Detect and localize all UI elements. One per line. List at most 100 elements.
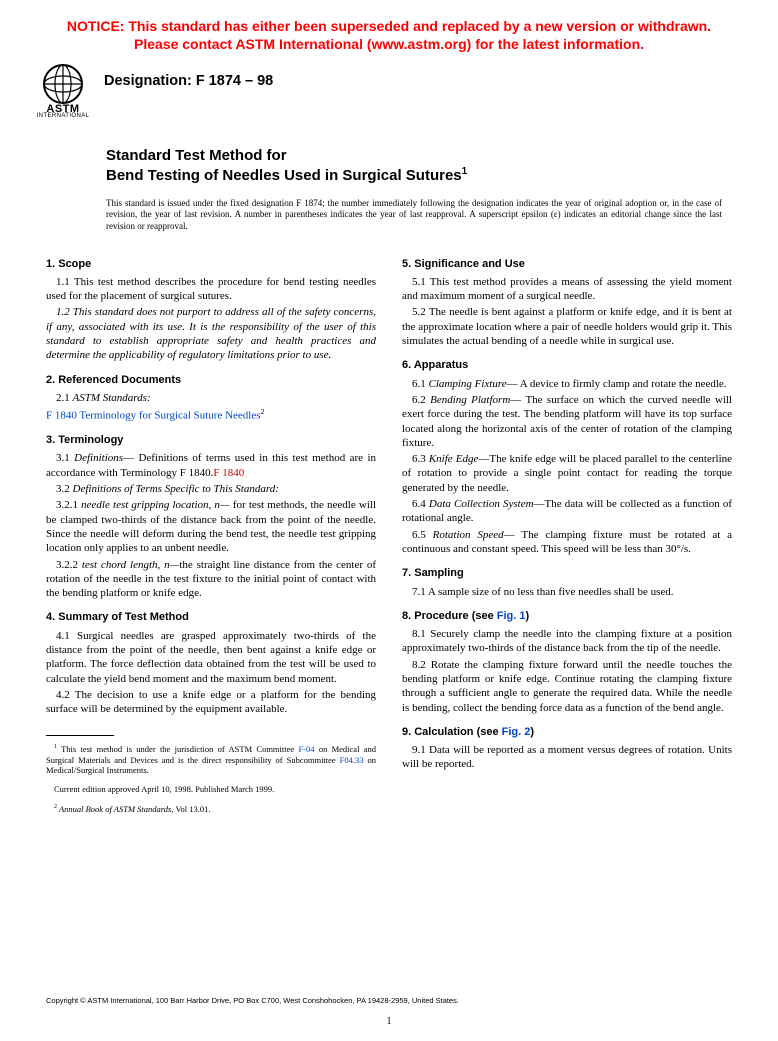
para-1-2: 1.2 This standard does not purport to ad… [46,305,376,362]
link-fig-1[interactable]: Fig. 1 [497,610,526,622]
para-3-2-2: 3.2.2 test chord length, n—the straight … [46,558,376,601]
heading-calc-plain: 9. Calculation (see [402,726,502,738]
globe-icon [42,63,84,105]
para-6-3: 6.3 Knife Edge—The knife edge will be pl… [402,452,732,495]
p62-lead: 6.2 [412,394,430,406]
link-f1840-desc[interactable]: Terminology for Surgical Suture Needles [77,410,261,422]
heading-summary: 4. Summary of Test Method [46,610,376,624]
para-4-2: 4.2 The decision to use a knife edge or … [46,688,376,717]
heading-procedure: 8. Procedure (see Fig. 1) [402,609,732,623]
section-referenced-documents: 2. Referenced Documents 2.1 ASTM Standar… [46,373,376,424]
para-8-1: 8.1 Securely clamp the needle into the c… [402,627,732,656]
para-6-1: 6.1 Clamping Fixture— A device to firmly… [402,377,732,391]
para-2-1-label: 2.1 [56,392,73,404]
fn2-rest: , Vol 13.01. [171,804,210,814]
para-3-2-1: 3.2.1 needle test gripping location, n— … [46,498,376,555]
p61-rest: — A device to firmly clamp and rotate th… [507,378,727,390]
para-2-1-ital: ASTM Standards: [73,392,151,404]
heading-significance: 5. Significance and Use [402,257,732,271]
heading-scope: 1. Scope [46,257,376,271]
para-6-2: 6.2 Bending Platform— The surface on whi… [402,393,732,450]
fn2-ital: Annual Book of ASTM Standards [57,804,171,814]
body-columns: 1. Scope 1.1 This test method describes … [46,257,732,815]
heading-ref-docs: 2. Referenced Documents [46,373,376,387]
heading-terminology: 3. Terminology [46,433,376,447]
para-4-1: 4.1 Surgical needles are grasped approxi… [46,629,376,686]
para-3-2-1-ital: needle test gripping location [81,499,208,511]
footnote-rule [46,735,114,736]
supersession-notice: NOTICE: This standard has either been su… [46,18,732,53]
page-number: 1 [0,1016,778,1027]
para-3-2-lead: 3.2 [56,483,73,495]
para-8-2: 8.2 Rotate the clamping fixture forward … [402,658,732,715]
footnote-block: 1 This test method is under the jurisdic… [46,735,376,815]
footnote-1-line2: Current edition approved April 10, 1998.… [46,784,376,795]
p64-lead: 6.4 [412,498,429,510]
section-terminology: 3. Terminology 3.1 Definitions— Definiti… [46,433,376,600]
para-6-5: 6.5 Rotation Speed— The clamping fixture… [402,528,732,557]
footnote-1: 1 This test method is under the jurisdic… [46,744,376,776]
section-apparatus: 6. Apparatus 6.1 Clamping Fixture— A dev… [402,358,732,556]
heading-calculation: 9. Calculation (see Fig. 2) [402,725,732,739]
document-page: NOTICE: This standard has either been su… [0,0,778,1041]
title-block: Standard Test Method for Bend Testing of… [106,147,722,233]
title-footnote-marker: 1 [462,166,468,177]
para-7-1: 7.1 A sample size of no less than five n… [402,585,732,599]
ref-link-line: F 1840 Terminology for Surgical Suture N… [46,407,376,423]
para-3-2-2-ital: test chord length [82,559,158,571]
notice-line-1: NOTICE: This standard has either been su… [67,18,711,34]
p63-ital: Knife Edge [429,453,479,465]
title-main: Bend Testing of Needles Used in Surgical… [106,166,722,186]
heading-proc-close: ) [526,610,530,622]
designation-label: Designation: F 1874 – 98 [104,73,273,89]
footnote-2: 2 Annual Book of ASTM Standards, Vol 13.… [46,804,376,815]
para-3-2-ital: Definitions of Terms Specific to This St… [73,483,279,495]
para-3-1: 3.1 Definitions— Definitions of terms us… [46,451,376,480]
para-3-2: 3.2 Definitions of Terms Specific to Thi… [46,482,376,496]
link-subcommittee-f0433[interactable]: F04.33 [340,755,364,765]
link-f1840[interactable]: F 1840 [46,410,77,422]
para-2-1: 2.1 ASTM Standards: [46,391,376,405]
para-3-1-ital: Definitions [74,452,123,464]
logo-sub-text: INTERNATIONAL [34,113,92,119]
section-significance: 5. Significance and Use 5.1 This test me… [402,257,732,349]
para-3-2-2-lead: 3.2.2 [56,559,82,571]
p61-ital: Clamping Fixture [429,378,507,390]
heading-apparatus: 6. Apparatus [402,358,732,372]
para-5-2: 5.2 The needle is bent against a platfor… [402,305,732,348]
p63-lead: 6.3 [412,453,429,465]
para-6-4: 6.4 Data Collection System—The data will… [402,497,732,526]
link-committee-f04[interactable]: F-04 [298,744,314,754]
ref-fn-marker: 2 [261,407,265,416]
header-row: ASTM INTERNATIONAL Designation: F 1874 –… [34,63,732,119]
para-3-2-1-n: , n— [209,499,230,511]
para-9-1: 9.1 Data will be reported as a moment ve… [402,743,732,772]
section-procedure: 8. Procedure (see Fig. 1) 8.1 Securely c… [402,609,732,715]
para-3-2-1-lead: 3.2.1 [56,499,81,511]
p61-lead: 6.1 [412,378,429,390]
p65-lead: 6.5 [412,529,433,541]
red-link-f1840[interactable]: F 1840 [213,467,244,479]
para-5-1: 5.1 This test method provides a means of… [402,275,732,304]
para-3-2-2-n: , n— [158,559,180,571]
section-sampling: 7. Sampling 7.1 A sample size of no less… [402,566,732,599]
link-fig-2[interactable]: Fig. 2 [502,726,531,738]
title-main-text: Bend Testing of Needles Used in Surgical… [106,167,462,184]
p62-ital: Bending Platform [430,394,510,406]
copyright-line: Copyright © ASTM International, 100 Barr… [46,996,732,1005]
fn1-p1: This test method is under the jurisdicti… [57,744,299,754]
p64-ital: Data Collection System [429,498,534,510]
astm-logo: ASTM INTERNATIONAL [34,63,92,119]
para-3-1-lead: 3.1 [56,452,74,464]
heading-sampling: 7. Sampling [402,566,732,580]
section-scope: 1. Scope 1.1 This test method describes … [46,257,376,363]
section-summary: 4. Summary of Test Method 4.1 Surgical n… [46,610,376,716]
heading-proc-plain: 8. Procedure (see [402,610,497,622]
heading-calc-close: ) [530,726,534,738]
notice-line-2: Please contact ASTM International (www.a… [134,36,644,52]
p65-ital: Rotation Speed [433,529,504,541]
title-prefix: Standard Test Method for [106,147,722,166]
section-calculation: 9. Calculation (see Fig. 2) 9.1 Data wil… [402,725,732,772]
para-1-1: 1.1 This test method describes the proce… [46,275,376,304]
issuance-note: This standard is issued under the fixed … [106,198,722,233]
